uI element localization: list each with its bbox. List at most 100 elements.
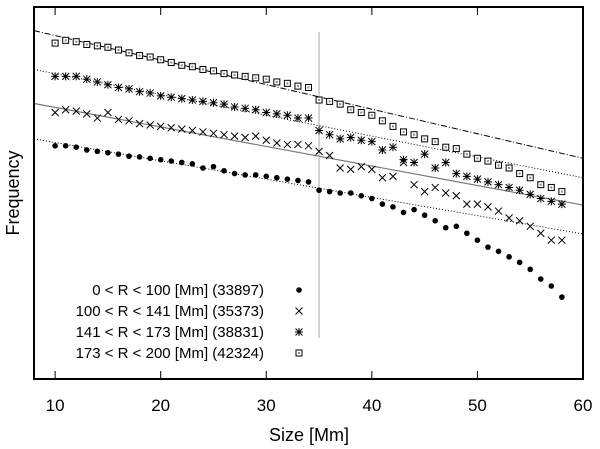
series-3-point — [547, 197, 556, 206]
series-2-point — [357, 162, 366, 171]
series-3-point — [220, 100, 229, 109]
series-1-point — [94, 148, 101, 155]
legend-marker — [295, 307, 303, 315]
series-1-point — [147, 155, 153, 162]
series-3-point — [462, 172, 471, 181]
series-1-point — [527, 266, 534, 273]
series-2-point — [114, 115, 123, 124]
series-2-point — [494, 207, 503, 215]
series-3-point — [167, 93, 176, 102]
series-3-point — [114, 83, 123, 92]
series-4-point — [368, 111, 376, 119]
series-3-point — [103, 80, 112, 89]
legend-item-4: 173 < R < 200 [Mm] (42324) — [76, 345, 303, 362]
series-1-point — [390, 204, 396, 210]
series-2-point — [536, 229, 545, 238]
series-4-point — [114, 46, 122, 54]
series-3-point — [209, 98, 218, 107]
series-2-point — [526, 222, 535, 231]
series-4-point — [283, 79, 291, 87]
series-4-point — [294, 82, 302, 90]
series-3-point — [315, 126, 324, 135]
series-4-point — [252, 74, 260, 82]
series-2-point — [294, 140, 302, 149]
series-3-point — [304, 114, 313, 123]
series-1-point — [200, 165, 206, 171]
series-4-point — [93, 42, 101, 50]
series-3-point — [452, 169, 461, 178]
series-2-point — [315, 147, 323, 156]
series-4-point — [452, 145, 460, 153]
series-1-point — [189, 161, 196, 167]
series-1-point — [252, 172, 259, 178]
series-4-point — [547, 183, 555, 191]
series-2-point — [505, 214, 513, 222]
series-1-point — [516, 259, 523, 266]
series-4-point — [473, 154, 481, 162]
x-tick-label: 10 — [46, 396, 65, 415]
series-3-point — [399, 155, 408, 164]
series-1-point — [369, 195, 375, 202]
series-2-point — [209, 129, 218, 138]
fit-lines — [34, 30, 583, 235]
x-axis-label: Size [Mm] — [269, 425, 349, 445]
legend-item-1: 0 < R < 100 [Mm] (33897) — [92, 282, 302, 299]
series-1-point — [347, 190, 354, 196]
series-1-point — [316, 187, 322, 194]
series-2-point — [336, 164, 345, 172]
series-1-point — [485, 244, 491, 250]
x-tick-label: 30 — [257, 396, 276, 415]
x-tick-label: 60 — [574, 396, 593, 415]
series-1-point — [442, 224, 449, 231]
series-2-point — [51, 108, 59, 117]
series-4-point — [262, 75, 270, 83]
series-1-point — [548, 283, 555, 289]
series-2-point — [72, 107, 81, 115]
series-2-point — [389, 172, 397, 181]
series-3-point — [72, 72, 81, 81]
series-1-point — [537, 276, 544, 282]
series-1-point — [326, 188, 333, 195]
plot-frame — [33, 6, 584, 380]
series-4-point — [188, 63, 196, 71]
series-3-point — [378, 145, 387, 154]
series-2-point — [304, 141, 313, 150]
x-tick-label: 50 — [468, 396, 487, 415]
series-4-point — [537, 181, 545, 189]
series-3-point — [272, 109, 281, 118]
legend-label: 141 < R < 173 [Mm] (38831) — [76, 324, 264, 341]
series-4-point — [421, 135, 429, 143]
series-4-point — [526, 174, 534, 182]
series-4-point — [347, 106, 355, 114]
series-4-point — [378, 117, 386, 125]
series-3-point — [526, 190, 535, 199]
legend-label: 0 < R < 100 [Mm] (33897) — [92, 282, 264, 299]
series-3-point — [536, 194, 545, 203]
series-2-point — [167, 123, 176, 132]
legend-item-2: 100 < R < 141 [Mm] (35373) — [76, 303, 303, 320]
series-3-point — [283, 111, 292, 120]
series-2-point — [230, 132, 239, 140]
series-1-point — [453, 223, 460, 230]
series-3-point — [125, 84, 134, 93]
series-2-point — [262, 136, 271, 145]
series-2-point — [188, 126, 197, 135]
series-1-point — [432, 217, 438, 224]
series-4-point — [505, 164, 513, 172]
series-1-point — [379, 201, 386, 207]
series-4-point — [315, 96, 323, 104]
series-3-point — [357, 136, 366, 145]
series-3-point — [146, 89, 155, 98]
series-1-point — [295, 177, 301, 184]
series-4-point — [389, 122, 397, 130]
series-4-point — [336, 100, 344, 108]
series-1-point — [411, 206, 417, 213]
legend-marker — [295, 328, 303, 336]
series-4-point — [209, 67, 217, 75]
series-4-point — [410, 131, 418, 139]
series-1-point — [284, 176, 291, 182]
series-4-point — [146, 53, 154, 61]
series-3-point — [198, 97, 207, 106]
series-4-point — [125, 49, 133, 57]
